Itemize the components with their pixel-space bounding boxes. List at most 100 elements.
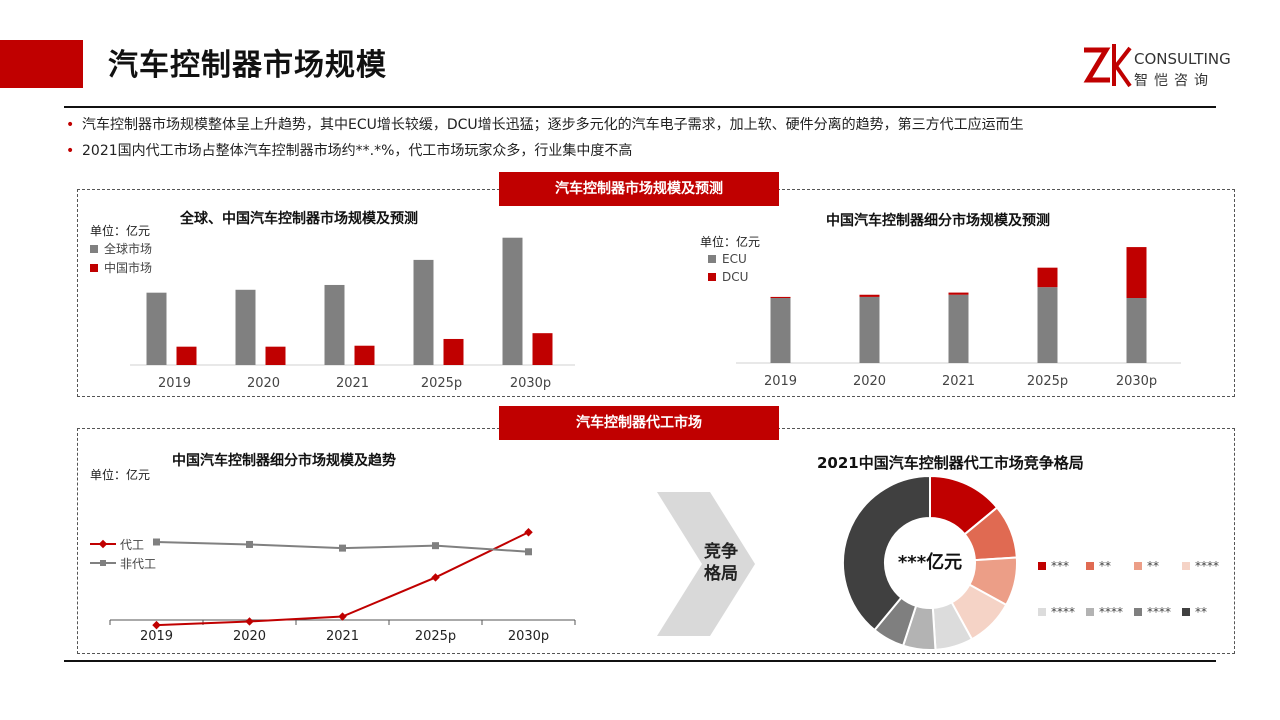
- section-banner-oem-market: 汽车控制器代工市场: [499, 406, 779, 440]
- bar-ecu: [859, 296, 880, 363]
- bar-ecu: [770, 298, 791, 363]
- bar-dcu: [1037, 267, 1058, 288]
- legend-label: ****: [1147, 605, 1171, 619]
- bar-dcu: [948, 292, 969, 295]
- legend-swatch: [1086, 608, 1094, 616]
- legend-swatch: [1086, 562, 1094, 570]
- legend-label: ****: [1099, 605, 1123, 619]
- bar-ecu: [1037, 287, 1058, 363]
- x-tick-label: 2019: [764, 374, 797, 389]
- footer-divider: [64, 660, 1216, 662]
- x-tick-label: 2025p: [421, 376, 462, 391]
- legend-swatch: [1182, 608, 1190, 616]
- x-tick-label: 2021: [326, 629, 359, 644]
- x-tick-label: 2019: [140, 629, 173, 644]
- legend-swatch: [708, 255, 716, 263]
- x-tick-label: 2020: [853, 374, 886, 389]
- x-tick-label: 2021: [336, 376, 369, 391]
- donut-legend: *** ** ** ******** **** **** **: [1038, 559, 1219, 619]
- bar-dcu: [859, 294, 880, 297]
- legend-swatch: [90, 264, 98, 272]
- chart1-unit: 单位：亿元: [90, 224, 151, 238]
- data-point: [339, 544, 346, 552]
- data-point: [432, 542, 439, 550]
- x-tick-label: 2020: [233, 629, 266, 644]
- legend-line-swatch: [90, 560, 116, 566]
- bar-ecu: [948, 294, 969, 363]
- x-tick-label: 2030p: [508, 629, 549, 644]
- data-point: [431, 573, 440, 582]
- page-title: 汽车控制器市场规模: [108, 48, 387, 83]
- bullet-item: • 2021国内代工市场占整体汽车控制器市场约**.*%，代工市场玩家众多，行业集…: [66, 143, 633, 159]
- chart2-title: 中国汽车控制器细分市场规模及预测: [826, 213, 1050, 229]
- x-tick-label: 2019: [158, 376, 191, 391]
- legend-label: ****: [1195, 559, 1219, 573]
- chevron-arrow-icon: [657, 492, 755, 636]
- chart1-legend-china: 中国市场: [90, 259, 152, 276]
- bar-global: [235, 289, 256, 365]
- bullet-list: • 汽车控制器市场规模整体呈上升趋势，其中ECU增长较缓，DCU增长迅猛；逐步多元…: [66, 113, 1226, 165]
- legend-swatch: [1038, 608, 1046, 616]
- chart1-legend-global: 全球市场: [90, 240, 152, 257]
- chart3-legend-non-oem: 非代工: [90, 555, 156, 572]
- chart2-legend-ecu: ECU: [708, 252, 747, 266]
- title-accent-block: [0, 40, 83, 88]
- legend-label: **: [1195, 605, 1207, 619]
- data-point: [246, 540, 253, 548]
- x-tick-label: 2030p: [510, 376, 551, 391]
- bar-global: [146, 292, 167, 365]
- legend-swatch: [90, 245, 98, 253]
- bar-ecu: [1126, 298, 1147, 363]
- chart3-unit: 单位：亿元: [90, 468, 151, 482]
- legend-swatch: [1038, 562, 1046, 570]
- x-tick-label: 2020: [247, 376, 280, 391]
- logo-text-cn: 智恺咨询: [1134, 73, 1214, 89]
- logo-text-en: CONSULTING: [1134, 50, 1231, 68]
- legend-line-swatch: [90, 539, 116, 549]
- global-china-market-bar-chart: 2019 2020 2021 2025p 2030p: [130, 237, 575, 391]
- chart3-title: 中国汽车控制器细分市场规模及趋势: [172, 453, 396, 469]
- legend-swatch: [1134, 608, 1142, 616]
- chart2-unit: 单位：亿元: [700, 235, 761, 249]
- bullet-item: • 汽车控制器市场规模整体呈上升趋势，其中ECU增长较缓，DCU增长迅猛；逐步多元…: [66, 117, 1024, 133]
- bar-china: [443, 338, 464, 365]
- data-point: [338, 612, 347, 621]
- data-point: [153, 538, 160, 546]
- oem-competition-donut-chart: [842, 474, 1018, 651]
- section-banner-market-size: 汽车控制器市场规模及预测: [499, 172, 779, 206]
- bar-dcu: [770, 296, 791, 298]
- x-tick-label: 2030p: [1116, 374, 1157, 389]
- bar-global: [324, 284, 345, 365]
- data-point: [524, 527, 533, 537]
- bar-global: [502, 237, 523, 365]
- bar-china: [176, 346, 197, 365]
- legend-label: **: [1147, 559, 1159, 573]
- data-point: [245, 617, 254, 626]
- chart3-legend-oem: 代工: [90, 536, 144, 553]
- oem-trend-line-chart: 2019 2020 2021 2025p 2030p: [109, 527, 576, 644]
- header-divider: [64, 106, 1216, 108]
- legend-swatch: [708, 273, 716, 281]
- legend-swatch: [1134, 562, 1142, 570]
- legend-label: ***: [1051, 559, 1069, 573]
- zk-logo-icon: [1083, 44, 1132, 88]
- competition-label: 竞争 格局: [704, 542, 738, 584]
- x-tick-label: 2025p: [1027, 374, 1068, 389]
- data-point: [152, 620, 161, 630]
- company-logo: [1080, 40, 1250, 92]
- bar-china: [532, 333, 553, 365]
- bullet-text: 2021国内代工市场占整体汽车控制器市场约**.*%，代工市场玩家众多，行业集中…: [82, 143, 633, 159]
- chart2-legend-dcu: DCU: [708, 270, 748, 284]
- legend-swatch: [1182, 562, 1190, 570]
- legend-label: **: [1099, 559, 1111, 573]
- bar-china: [354, 345, 375, 365]
- data-point: [525, 548, 532, 556]
- segment-market-stacked-bar-chart: 2019 2020 2021 2025p 2030p: [736, 247, 1181, 389]
- x-tick-label: 2025p: [415, 629, 456, 644]
- chart4-title: 2021中国汽车控制器代工市场竞争格局: [817, 454, 1084, 472]
- x-tick-label: 2021: [942, 374, 975, 389]
- bar-dcu: [1126, 247, 1147, 298]
- donut-center-label: ***亿元: [897, 552, 963, 573]
- bar-china: [265, 346, 286, 365]
- bar-global: [413, 259, 434, 365]
